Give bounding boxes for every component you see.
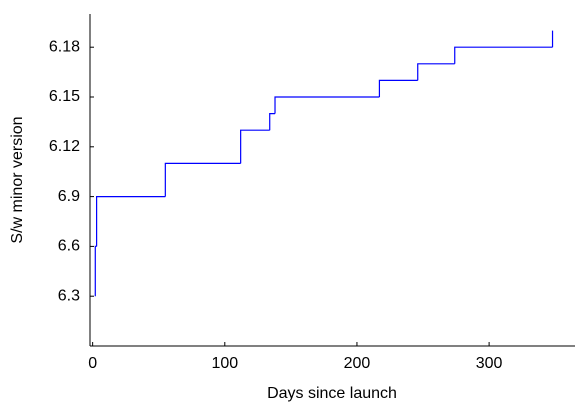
x-tick-label: 200 (344, 355, 371, 372)
x-tick-label: 100 (211, 355, 238, 372)
x-tick-label: 0 (88, 355, 97, 372)
y-tick-label: 6.15 (49, 88, 80, 105)
y-tick-label: 6.3 (58, 287, 80, 304)
step-segment (96, 196, 166, 247)
step-segment (240, 129, 270, 164)
step-segment (378, 79, 418, 97)
y-tick-label: 6.6 (58, 238, 80, 255)
step-segment (274, 96, 380, 114)
step-segment (94, 245, 97, 297)
y-tick-label: 6.18 (49, 38, 80, 55)
x-tick-label: 300 (476, 355, 503, 372)
x-axis-label: Days since launch (267, 385, 397, 402)
step-segment (454, 46, 553, 64)
y-tick-label: 6.12 (49, 138, 80, 155)
step-segment (417, 63, 455, 81)
step-segment (269, 113, 276, 131)
step-segment (164, 162, 241, 197)
y-axis-label: S/w minor version (9, 116, 26, 243)
y-tick-label: 6.9 (58, 188, 80, 205)
